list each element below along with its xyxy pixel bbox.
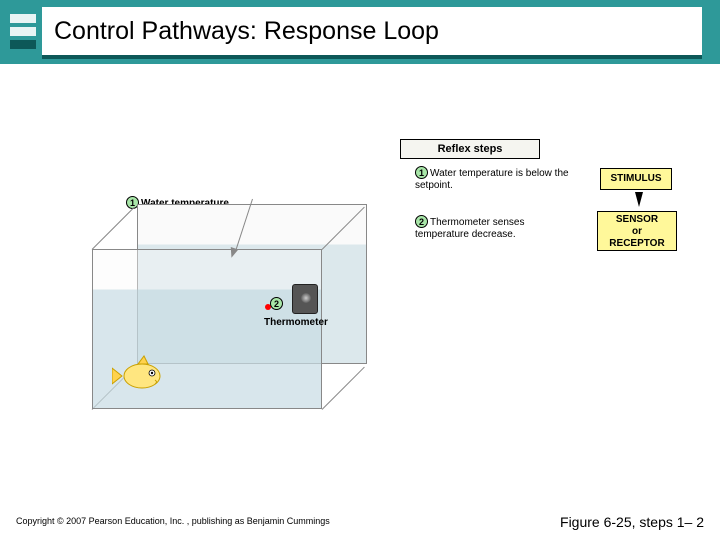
content-area: Reflex steps 1Water temperature is below… xyxy=(0,64,720,540)
sensor-line-3: RECEPTOR xyxy=(598,238,676,250)
arrow-down-icon xyxy=(635,192,643,207)
sensor-box: SENSOR or RECEPTOR xyxy=(597,211,677,251)
logo-bars-icon xyxy=(10,14,36,50)
step-1-text: Water temperature is below the setpoint. xyxy=(415,168,569,191)
step-2-text: Thermometer senses temperature decrease. xyxy=(415,217,524,240)
reflex-heading-box: Reflex steps xyxy=(400,139,540,159)
copyright-text: Copyright © 2007 Pearson Education, Inc.… xyxy=(16,516,330,526)
sensor-line-2: or xyxy=(598,226,676,238)
thermometer-device-icon xyxy=(292,284,318,314)
title-underline xyxy=(42,55,702,59)
step-number-2-icon: 2 xyxy=(415,215,428,228)
sensor-line-1: SENSOR xyxy=(598,214,676,226)
page-title: Control Pathways: Response Loop xyxy=(54,17,439,46)
step-number-1-icon: 1 xyxy=(415,166,428,179)
title-box: Control Pathways: Response Loop xyxy=(42,7,702,55)
thermometer-step-2-icon: 2 xyxy=(270,297,283,310)
reflex-step-1: 1Water temperature is below the setpoint… xyxy=(415,166,580,192)
figure-label: Figure 6-25, steps 1– 2 xyxy=(560,514,704,530)
aquarium-diagram: 2 Thermometer xyxy=(92,204,382,414)
fish-icon xyxy=(112,354,167,394)
stimulus-box: STIMULUS xyxy=(600,168,672,190)
reflex-step-2: 2Thermometer senses temperature decrease… xyxy=(415,215,580,241)
header-bar: Control Pathways: Response Loop xyxy=(0,0,720,64)
thermometer-label: Thermometer xyxy=(264,317,328,328)
